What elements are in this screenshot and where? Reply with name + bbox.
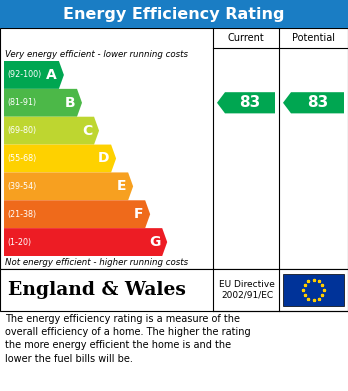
Text: E: E [117,179,126,194]
Bar [0,269,348,311]
Text: (69-80): (69-80) [7,126,36,135]
Polygon shape [4,145,116,172]
Text: (55-68): (55-68) [7,154,36,163]
Text: G: G [149,235,160,249]
Polygon shape [217,92,275,113]
Text: F: F [134,207,143,221]
Text: Current: Current [228,33,264,43]
Text: 83: 83 [307,95,328,110]
Text: EU Directive
2002/91/EC: EU Directive 2002/91/EC [219,280,275,300]
Bar [283,274,344,306]
Text: (39-54): (39-54) [7,182,36,191]
Text: 83: 83 [239,95,261,110]
Text: A: A [46,68,57,82]
Polygon shape [4,61,64,89]
Polygon shape [4,172,133,200]
Text: Potential: Potential [292,33,335,43]
Polygon shape [4,89,82,117]
Text: (81-91): (81-91) [7,98,36,107]
Text: Energy Efficiency Rating: Energy Efficiency Rating [63,7,285,22]
Text: England & Wales: England & Wales [8,281,186,299]
Polygon shape [4,228,167,256]
Bar [0,0,348,28]
Text: D: D [97,151,109,165]
Polygon shape [4,117,99,145]
Text: (92-100): (92-100) [7,70,41,79]
Polygon shape [283,92,344,113]
Text: (1-20): (1-20) [7,238,31,247]
Polygon shape [4,200,150,228]
Text: The energy efficiency rating is a measure of the
overall efficiency of a home. T: The energy efficiency rating is a measur… [5,314,251,364]
Text: C: C [82,124,92,138]
Text: Not energy efficient - higher running costs: Not energy efficient - higher running co… [5,258,188,267]
Bar [0,28,348,269]
Text: Very energy efficient - lower running costs: Very energy efficient - lower running co… [5,50,188,59]
Text: (21-38): (21-38) [7,210,36,219]
Text: B: B [64,96,75,110]
